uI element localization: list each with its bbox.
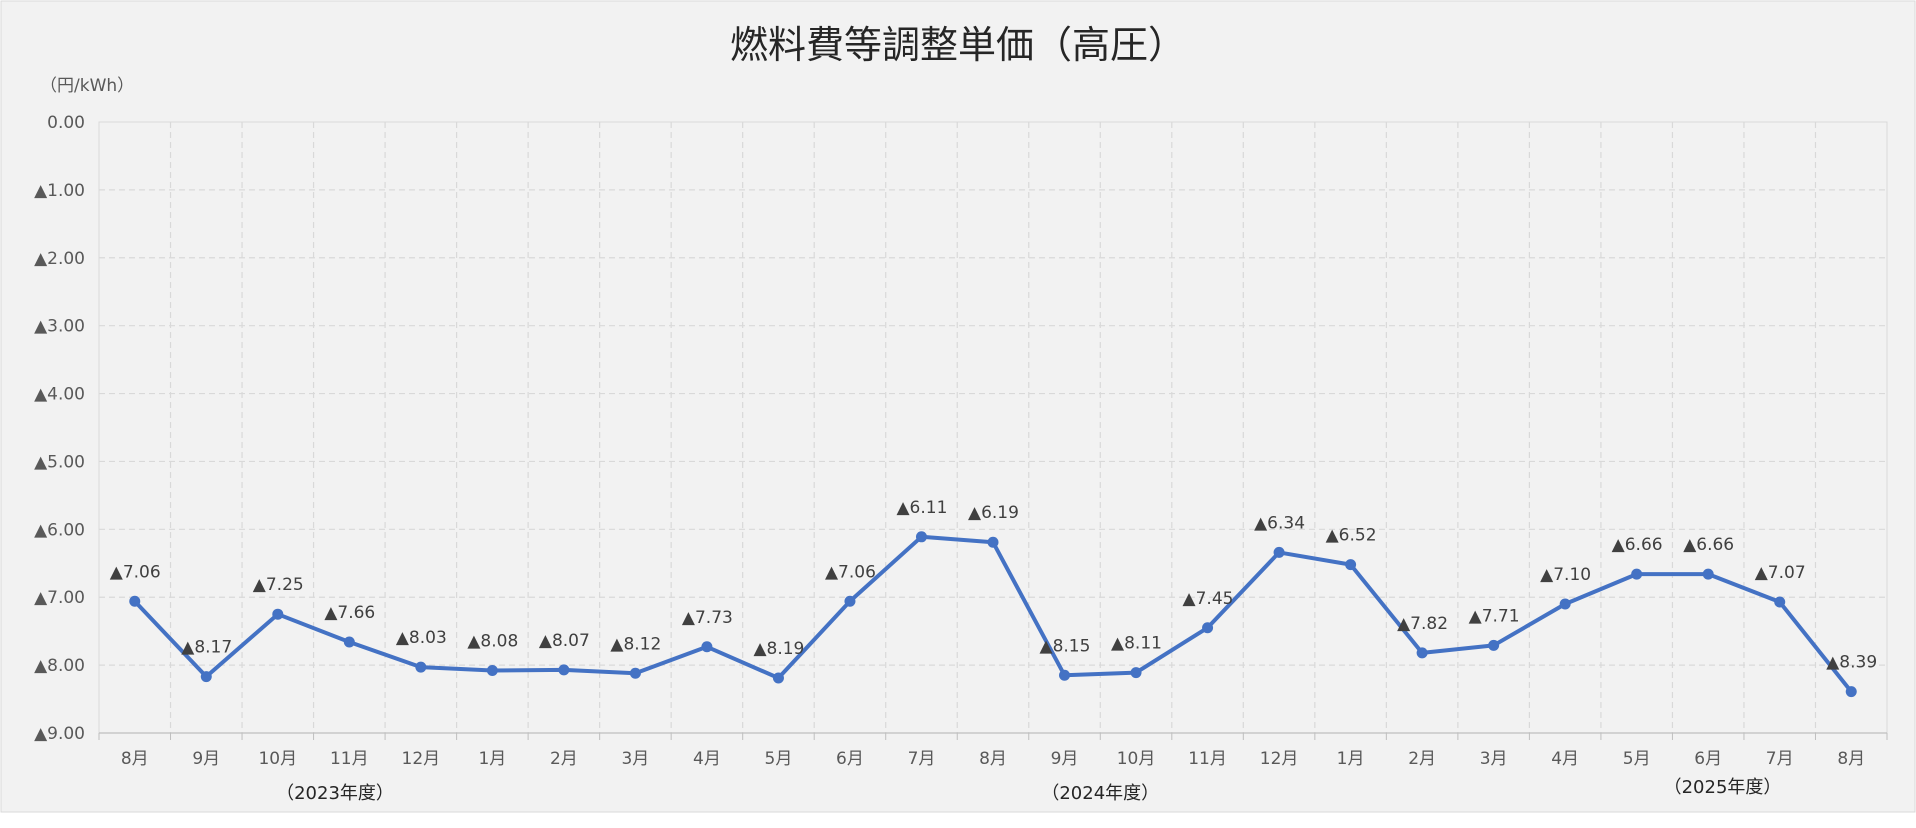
data-point <box>1845 686 1857 698</box>
data-label: ▲7.66 <box>324 603 375 623</box>
y-tick-label: ▲9.00 <box>34 724 85 744</box>
data-point <box>701 641 713 653</box>
x-tick-label: 2月 <box>550 749 578 769</box>
y-tick-label: ▲6.00 <box>34 520 85 540</box>
x-tick-label: 5月 <box>1623 749 1651 769</box>
x-tick-label: 3月 <box>1480 749 1508 769</box>
data-label: ▲6.66 <box>1683 535 1734 555</box>
y-tick-label: ▲3.00 <box>34 317 85 337</box>
data-label: ▲8.03 <box>396 628 447 648</box>
x-tick-label: 7月 <box>1766 749 1794 769</box>
data-label: ▲6.34 <box>1254 513 1305 533</box>
data-point <box>1631 568 1643 580</box>
data-label: ▲8.19 <box>753 639 804 659</box>
x-tick-label: 6月 <box>1694 749 1722 769</box>
x-tick-label: 8月 <box>121 749 149 769</box>
data-point <box>1345 559 1357 571</box>
fiscal-year-label: （2024年度） <box>1041 783 1159 804</box>
data-point <box>1130 667 1142 679</box>
data-label: ▲7.45 <box>1183 589 1234 609</box>
x-tick-label: 2月 <box>1408 749 1436 769</box>
x-tick-label: 8月 <box>979 749 1007 769</box>
x-tick-label: 4月 <box>1551 749 1579 769</box>
data-point <box>1202 622 1214 634</box>
y-tick-label: ▲1.00 <box>34 181 85 201</box>
data-label: ▲7.71 <box>1469 606 1520 626</box>
data-label: ▲7.25 <box>253 575 304 595</box>
x-tick-label: 12月 <box>1260 749 1299 769</box>
data-label: ▲8.15 <box>1040 636 1091 656</box>
data-point <box>1273 546 1285 558</box>
y-axis-unit-label: （円/kWh） <box>40 76 134 96</box>
y-tick-label: ▲7.00 <box>34 588 85 608</box>
data-label: ▲6.66 <box>1612 535 1663 555</box>
x-tick-label: 12月 <box>402 749 441 769</box>
x-tick-label: 3月 <box>621 749 649 769</box>
y-tick-label: ▲2.00 <box>34 249 85 269</box>
data-label: ▲7.06 <box>110 562 161 582</box>
data-point <box>1559 598 1571 610</box>
data-label: ▲8.12 <box>610 634 661 654</box>
data-label: ▲6.11 <box>896 498 947 518</box>
x-tick-label: 9月 <box>1051 749 1079 769</box>
data-point <box>772 672 784 684</box>
y-tick-label: ▲5.00 <box>34 452 85 472</box>
y-tick-label: 0.00 <box>47 113 85 133</box>
data-point <box>272 608 284 620</box>
chart-title: 燃料費等調整単価（高圧） <box>730 23 1186 67</box>
data-label: ▲8.17 <box>181 638 232 658</box>
data-point <box>486 665 498 677</box>
data-point <box>915 531 927 543</box>
data-label: ▲7.82 <box>1397 614 1448 634</box>
data-label: ▲8.11 <box>1111 634 1162 654</box>
data-point <box>200 671 212 683</box>
x-tick-label: 1月 <box>1337 749 1365 769</box>
plot-area: 0.00 ▲1.00 ▲2.00 ▲3.00 ▲4.00 ▲5.00 ▲6.00 ▲7.00 ▲… <box>34 113 1888 804</box>
data-label: ▲8.07 <box>539 631 590 651</box>
data-label: ▲8.08 <box>467 632 518 652</box>
data-point <box>1702 568 1714 580</box>
x-tick-label: 11月 <box>1188 749 1227 769</box>
data-label: ▲6.19 <box>968 503 1019 523</box>
x-tick-label: 11月 <box>330 749 369 769</box>
fiscal-year-label: （2023年度） <box>276 783 394 804</box>
y-tick-label: ▲8.00 <box>34 656 85 676</box>
data-point <box>1059 669 1071 681</box>
x-tick-label: 10月 <box>1117 749 1156 769</box>
fiscal-year-label: （2025年度） <box>1664 777 1782 798</box>
x-tick-label: 9月 <box>192 749 220 769</box>
x-tick-label: 10月 <box>258 749 297 769</box>
data-point <box>558 664 570 676</box>
plot-background <box>98 121 1888 734</box>
x-tick-label: 4月 <box>693 749 721 769</box>
data-label: ▲7.73 <box>682 608 733 628</box>
data-label: ▲7.06 <box>825 562 876 582</box>
data-point <box>415 661 427 673</box>
data-label: ▲7.10 <box>1540 565 1591 585</box>
x-tick-label: 8月 <box>1837 749 1865 769</box>
x-tick-label: 7月 <box>908 749 936 769</box>
data-point <box>629 667 641 679</box>
data-label: ▲8.39 <box>1826 653 1877 673</box>
data-point <box>129 595 141 607</box>
data-label: ▲7.07 <box>1755 563 1806 583</box>
x-tick-label: 1月 <box>478 749 506 769</box>
data-point <box>987 536 999 548</box>
data-point <box>1416 647 1428 659</box>
data-point <box>343 636 355 648</box>
y-tick-label: ▲4.00 <box>34 385 85 405</box>
data-point <box>1488 639 1500 651</box>
x-tick-label: 6月 <box>836 749 864 769</box>
x-tick-label: 5月 <box>765 749 793 769</box>
data-label: ▲6.52 <box>1326 526 1377 546</box>
data-point <box>1774 596 1786 608</box>
data-point <box>844 595 856 607</box>
